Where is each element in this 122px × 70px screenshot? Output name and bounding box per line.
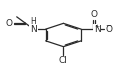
Text: N: N [30,25,37,34]
Text: O: O [91,10,98,19]
Text: −: − [106,23,112,29]
Text: O: O [5,19,12,28]
Text: N: N [94,25,101,34]
Text: H: H [31,17,36,26]
Text: Cl: Cl [59,56,68,65]
Text: O: O [105,25,112,34]
Text: +: + [95,24,100,29]
